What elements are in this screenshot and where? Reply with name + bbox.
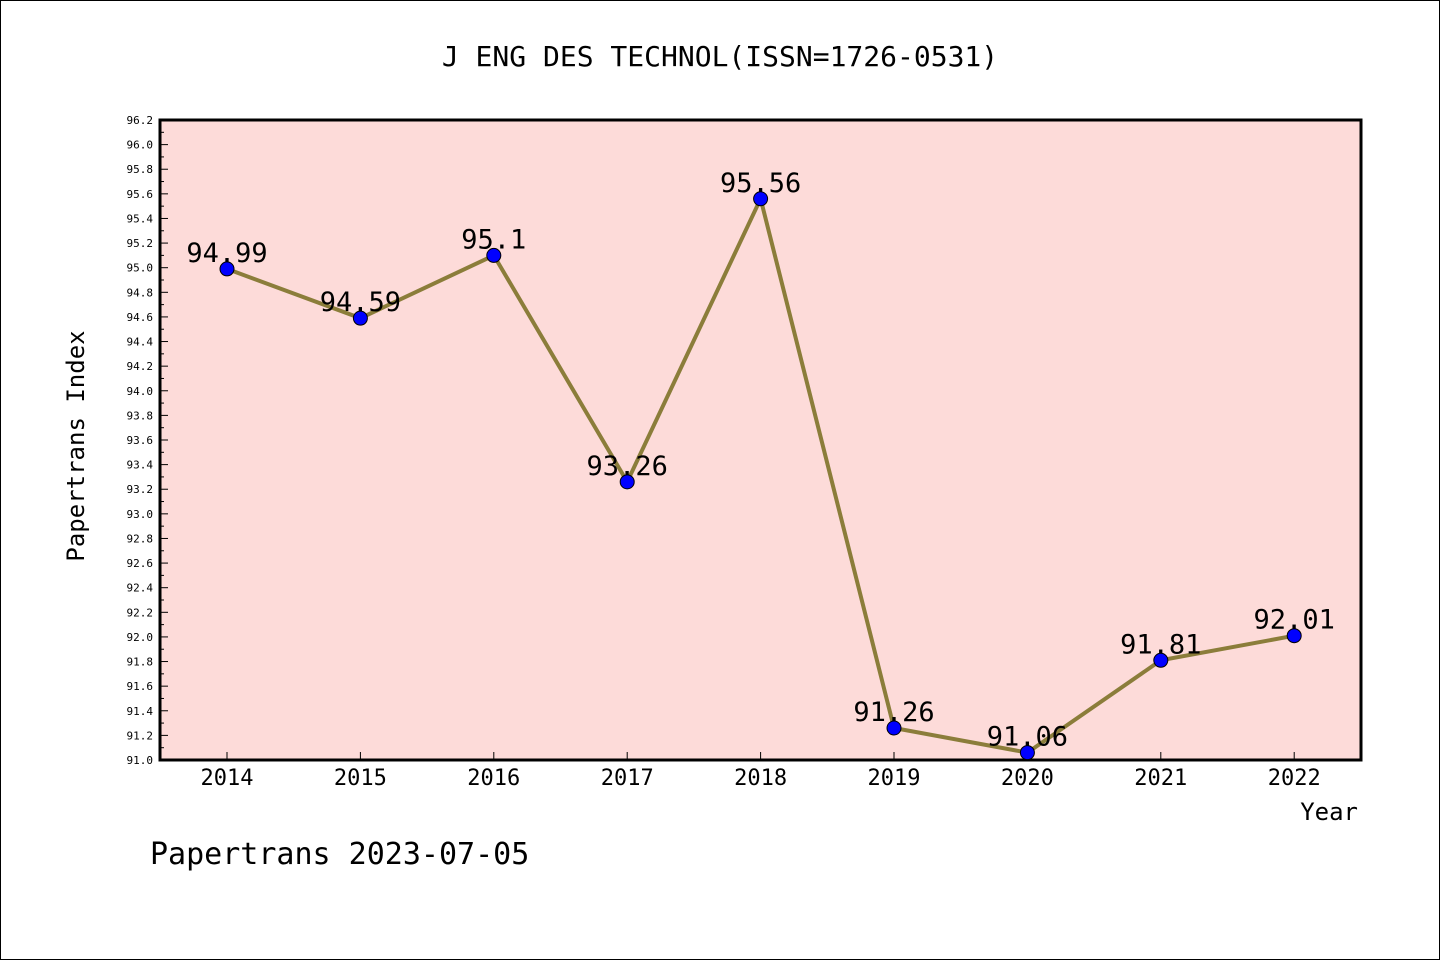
data-point bbox=[886, 720, 902, 736]
footer-credit: Papertrans 2023-07-05 bbox=[150, 837, 529, 872]
data-label: 91.26 bbox=[853, 697, 934, 728]
x-tick-label: 2021 bbox=[1134, 766, 1187, 791]
y-tick-label: 95.6 bbox=[127, 188, 154, 201]
x-tick-label: 2017 bbox=[601, 766, 654, 791]
x-tick-label: 2022 bbox=[1268, 766, 1321, 791]
y-tick-label: 91.2 bbox=[127, 729, 154, 742]
data-point bbox=[1019, 745, 1035, 761]
data-label: 94.59 bbox=[320, 287, 401, 318]
x-tick-label: 2018 bbox=[734, 766, 787, 791]
x-tick-label: 2015 bbox=[334, 766, 387, 791]
y-tick-label: 95.0 bbox=[127, 262, 154, 275]
y-tick-label: 94.2 bbox=[127, 360, 154, 373]
data-label: 91.81 bbox=[1120, 629, 1201, 660]
data-point bbox=[1286, 628, 1302, 644]
data-label: 95.1 bbox=[461, 224, 526, 255]
y-tick-label: 92.8 bbox=[127, 532, 154, 545]
y-tick-label: 91.4 bbox=[127, 705, 154, 718]
y-axis: 91.0 91.2 91.4 91.6 91.8 92.0 92.2 92.4 92.6 92.8… bbox=[127, 114, 168, 767]
y-tick-label: 96.2 bbox=[127, 114, 154, 127]
data-point bbox=[753, 191, 769, 207]
y-tick-label: 92.4 bbox=[127, 582, 154, 595]
y-tick-label: 91.6 bbox=[127, 680, 154, 693]
y-tick-label: 93.8 bbox=[127, 409, 154, 422]
data-label: 95.56 bbox=[720, 168, 801, 199]
x-tick-label: 2019 bbox=[868, 766, 921, 791]
x-tick-label: 2020 bbox=[1001, 766, 1054, 791]
y-tick-label: 93.4 bbox=[127, 459, 154, 472]
y-tick-label: 95.2 bbox=[127, 237, 154, 250]
y-tick-label: 93.0 bbox=[127, 508, 154, 521]
data-labels: 94.99 94.59 95.1 93.26 95.56 91.26 91.06 91.81 9… bbox=[186, 168, 1334, 753]
y-tick-label: 94.8 bbox=[127, 286, 154, 299]
y-tick-label: 93.2 bbox=[127, 483, 154, 496]
y-tick-label: 91.8 bbox=[127, 656, 154, 669]
y-tick-label: 91.0 bbox=[127, 754, 154, 767]
y-tick-label: 92.0 bbox=[127, 631, 154, 644]
data-point bbox=[619, 474, 635, 490]
x-tick-label: 2014 bbox=[201, 766, 254, 791]
y-tick-label: 94.6 bbox=[127, 311, 154, 324]
y-tick-label: 93.6 bbox=[127, 434, 154, 447]
x-axis: 2014 2015 2016 2017 2018 2019 2020 2021 2022 bbox=[201, 752, 1321, 791]
data-label: 93.26 bbox=[587, 451, 668, 482]
x-axis-title: Year bbox=[1300, 798, 1358, 826]
y-tick-label: 95.4 bbox=[127, 212, 154, 225]
plot-area bbox=[158, 118, 1363, 762]
y-tick-label: 92.2 bbox=[127, 606, 154, 619]
y-axis-title: Papertrans Index bbox=[62, 330, 90, 561]
y-tick-label: 96.0 bbox=[127, 139, 154, 152]
y-tick-label: 92.6 bbox=[127, 557, 154, 570]
data-series bbox=[219, 191, 1302, 761]
data-point bbox=[219, 261, 235, 277]
data-label: 94.99 bbox=[186, 238, 267, 269]
y-tick-label: 94.0 bbox=[127, 385, 154, 398]
data-label: 91.06 bbox=[987, 722, 1068, 753]
y-tick-label: 95.8 bbox=[127, 163, 154, 176]
data-point bbox=[486, 247, 502, 263]
x-tick-label: 2016 bbox=[467, 766, 520, 791]
y-tick-label: 94.4 bbox=[127, 336, 154, 349]
chart-title: J ENG DES TECHNOL(ISSN=1726-0531) bbox=[442, 40, 998, 73]
data-label: 92.01 bbox=[1254, 605, 1335, 636]
data-point bbox=[352, 310, 368, 326]
data-point bbox=[1153, 652, 1169, 668]
